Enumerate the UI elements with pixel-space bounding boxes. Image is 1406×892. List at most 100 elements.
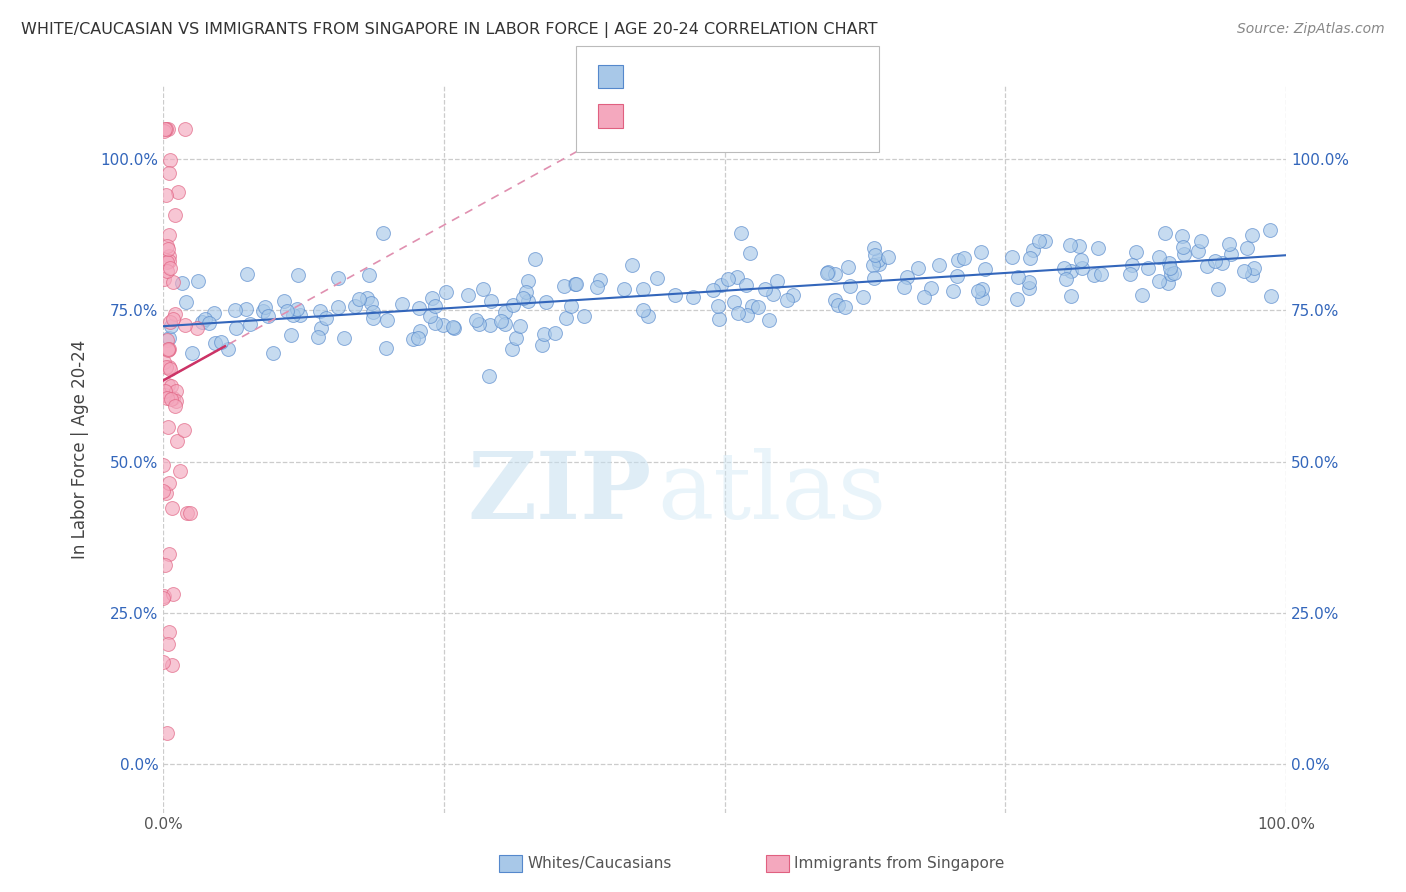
Point xyxy=(328,300,350,314)
Point xyxy=(166,185,188,199)
Text: -0.349: -0.349 xyxy=(679,106,748,126)
Point xyxy=(153,590,176,604)
Point xyxy=(1258,223,1281,237)
Point xyxy=(280,327,302,342)
Point xyxy=(156,637,179,651)
Point xyxy=(236,267,259,281)
Point xyxy=(741,299,763,313)
Text: Source: ZipAtlas.com: Source: ZipAtlas.com xyxy=(1237,22,1385,37)
Point xyxy=(375,341,398,355)
Point xyxy=(165,384,187,399)
Point xyxy=(517,293,540,308)
Point xyxy=(162,391,184,405)
Point xyxy=(156,333,179,347)
Point xyxy=(356,291,378,305)
Point xyxy=(631,282,654,296)
Y-axis label: In Labor Force | Age 20-24: In Labor Force | Age 20-24 xyxy=(72,340,89,559)
Point xyxy=(1171,228,1194,243)
Text: 56: 56 xyxy=(814,106,841,126)
Point xyxy=(953,252,976,266)
Point xyxy=(682,289,704,303)
Point xyxy=(157,242,180,256)
Point xyxy=(531,338,554,352)
Point xyxy=(586,280,609,294)
Point xyxy=(1189,234,1212,248)
Point xyxy=(664,288,686,302)
Point xyxy=(1218,237,1240,252)
Point xyxy=(159,315,181,329)
Point xyxy=(419,309,441,323)
Point xyxy=(153,272,176,286)
Point xyxy=(1157,277,1180,291)
Point xyxy=(761,287,783,301)
Point xyxy=(1187,244,1209,258)
Point xyxy=(204,336,226,351)
Point xyxy=(283,309,305,323)
Text: 0.876: 0.876 xyxy=(688,67,749,87)
Point xyxy=(710,277,733,292)
Point xyxy=(328,270,350,285)
Point xyxy=(1087,241,1109,255)
Point xyxy=(239,317,262,331)
Point xyxy=(166,434,188,449)
Point xyxy=(572,309,595,323)
Point xyxy=(256,310,278,324)
Point xyxy=(457,288,479,302)
Point xyxy=(235,301,257,316)
Point xyxy=(159,153,181,167)
Point xyxy=(157,253,180,268)
Point xyxy=(160,379,183,393)
Point xyxy=(1000,250,1022,264)
Point xyxy=(1137,260,1160,275)
Point xyxy=(311,321,333,335)
Point xyxy=(420,291,443,305)
Point xyxy=(152,591,174,606)
Point xyxy=(1033,234,1056,248)
Point xyxy=(170,276,193,290)
Point xyxy=(1147,251,1170,265)
Point xyxy=(252,304,274,318)
Point xyxy=(361,305,384,319)
Point xyxy=(157,166,180,180)
Point xyxy=(494,304,516,318)
Point xyxy=(631,303,654,318)
Point xyxy=(1090,268,1112,282)
Point xyxy=(157,342,180,356)
Point xyxy=(157,625,180,640)
Point xyxy=(740,246,762,260)
Point xyxy=(1260,289,1282,303)
Point xyxy=(967,284,990,298)
Point xyxy=(920,281,942,295)
Point xyxy=(1083,268,1105,282)
Point xyxy=(361,310,384,325)
Point xyxy=(489,314,512,328)
Point xyxy=(824,293,846,307)
Point xyxy=(747,301,769,315)
Text: R =: R = xyxy=(634,68,666,86)
Point xyxy=(948,253,970,268)
Point xyxy=(544,326,567,340)
Point xyxy=(1018,280,1040,294)
Point xyxy=(155,388,177,402)
Point xyxy=(262,346,284,360)
Point xyxy=(162,500,184,515)
Point xyxy=(1007,270,1029,285)
Point xyxy=(734,277,756,292)
Point xyxy=(775,293,797,307)
Point xyxy=(1130,288,1153,302)
Point xyxy=(863,248,886,262)
Point xyxy=(862,258,884,272)
Point xyxy=(735,308,758,322)
Text: N =: N = xyxy=(761,107,794,125)
Point xyxy=(1019,251,1042,265)
Point xyxy=(315,311,337,326)
Point xyxy=(217,343,239,357)
Point xyxy=(156,239,179,253)
Point xyxy=(157,342,180,356)
Text: ZIP: ZIP xyxy=(467,448,651,538)
Point xyxy=(702,284,724,298)
Point xyxy=(912,289,935,303)
Point xyxy=(837,260,859,274)
Point xyxy=(534,295,557,310)
Point xyxy=(273,294,295,309)
